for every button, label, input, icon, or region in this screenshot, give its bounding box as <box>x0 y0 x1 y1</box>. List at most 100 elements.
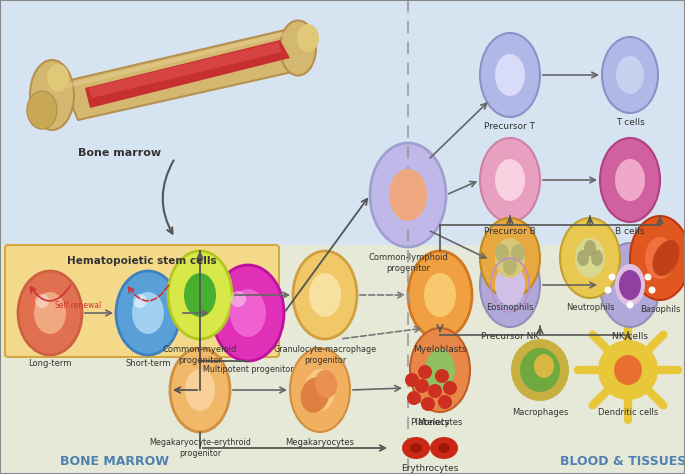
Circle shape <box>428 384 442 398</box>
Ellipse shape <box>645 237 675 279</box>
Ellipse shape <box>47 64 69 92</box>
Ellipse shape <box>410 328 470 412</box>
Ellipse shape <box>170 348 230 432</box>
Ellipse shape <box>424 273 456 317</box>
Ellipse shape <box>184 273 216 317</box>
Ellipse shape <box>168 251 232 339</box>
Ellipse shape <box>591 250 603 266</box>
Circle shape <box>421 397 435 411</box>
Ellipse shape <box>425 349 455 391</box>
Ellipse shape <box>495 238 525 278</box>
Polygon shape <box>65 32 285 88</box>
Ellipse shape <box>511 339 569 401</box>
Text: Eosinophils: Eosinophils <box>486 303 534 312</box>
Ellipse shape <box>34 292 66 334</box>
Ellipse shape <box>18 271 82 355</box>
Text: Megakaryocyte-erythroid
progenitor: Megakaryocyte-erythroid progenitor <box>149 438 251 458</box>
Ellipse shape <box>408 251 472 339</box>
Ellipse shape <box>598 340 658 400</box>
Circle shape <box>627 301 634 309</box>
Ellipse shape <box>577 250 589 266</box>
Text: Macrophages: Macrophages <box>512 408 568 417</box>
Circle shape <box>604 286 612 293</box>
Ellipse shape <box>511 244 525 262</box>
Text: Basophils: Basophils <box>640 305 680 314</box>
Text: Short-term: Short-term <box>125 359 171 368</box>
Ellipse shape <box>480 218 540 298</box>
Polygon shape <box>62 30 310 120</box>
Text: Monocytes: Monocytes <box>417 418 462 427</box>
Circle shape <box>608 273 616 281</box>
Ellipse shape <box>27 91 57 129</box>
Ellipse shape <box>495 244 509 262</box>
Text: Megakaryocytes: Megakaryocytes <box>286 438 355 447</box>
Circle shape <box>649 286 656 293</box>
Ellipse shape <box>495 159 525 201</box>
Ellipse shape <box>614 355 642 385</box>
Circle shape <box>645 273 651 281</box>
Ellipse shape <box>534 354 554 378</box>
Ellipse shape <box>480 138 540 222</box>
Text: Platelets: Platelets <box>410 418 449 427</box>
Ellipse shape <box>132 292 164 334</box>
Ellipse shape <box>438 443 450 453</box>
Polygon shape <box>85 40 290 108</box>
Ellipse shape <box>495 264 525 306</box>
Ellipse shape <box>615 159 645 201</box>
Text: Precursor NK: Precursor NK <box>481 332 539 341</box>
Ellipse shape <box>503 257 517 275</box>
Ellipse shape <box>35 294 49 308</box>
Ellipse shape <box>619 270 641 300</box>
Ellipse shape <box>584 240 596 256</box>
Circle shape <box>438 395 452 409</box>
Text: Multipotent progenitor: Multipotent progenitor <box>203 365 293 374</box>
Ellipse shape <box>402 437 430 459</box>
Text: Long-term: Long-term <box>28 359 72 368</box>
Ellipse shape <box>280 20 316 75</box>
Ellipse shape <box>600 243 660 327</box>
Text: NK cells: NK cells <box>612 332 648 341</box>
Ellipse shape <box>301 377 329 413</box>
Text: Common-myeloid
progenitor: Common-myeloid progenitor <box>163 345 237 365</box>
Circle shape <box>418 365 432 379</box>
Ellipse shape <box>290 348 350 432</box>
Circle shape <box>443 381 457 395</box>
Text: Self-renewal: Self-renewal <box>54 301 101 310</box>
Polygon shape <box>88 42 282 98</box>
Ellipse shape <box>309 273 341 317</box>
Ellipse shape <box>602 37 658 113</box>
Ellipse shape <box>430 437 458 459</box>
Ellipse shape <box>600 138 660 222</box>
Ellipse shape <box>305 369 335 411</box>
Circle shape <box>405 373 419 387</box>
Ellipse shape <box>297 24 319 52</box>
Ellipse shape <box>560 218 620 298</box>
Ellipse shape <box>616 56 644 94</box>
Text: Granulocyte-macrophage
progenitor: Granulocyte-macrophage progenitor <box>273 345 377 365</box>
Text: Precursor T: Precursor T <box>484 122 536 131</box>
Text: Precursor B: Precursor B <box>484 227 536 236</box>
Ellipse shape <box>230 289 266 337</box>
Ellipse shape <box>630 216 685 300</box>
Text: Bone marrow: Bone marrow <box>79 148 162 158</box>
Circle shape <box>435 369 449 383</box>
Ellipse shape <box>185 369 215 411</box>
Ellipse shape <box>133 294 147 308</box>
Ellipse shape <box>293 251 357 339</box>
Circle shape <box>407 391 421 405</box>
Ellipse shape <box>520 348 560 392</box>
Text: Myeloblasts: Myeloblasts <box>413 345 466 354</box>
Text: Erythrocytes: Erythrocytes <box>401 464 459 473</box>
Ellipse shape <box>410 443 422 453</box>
Circle shape <box>415 379 429 393</box>
Ellipse shape <box>370 143 446 247</box>
Text: BONE MARROW: BONE MARROW <box>60 455 169 468</box>
Ellipse shape <box>615 264 645 306</box>
Ellipse shape <box>389 169 427 221</box>
Text: BLOOD & TISSUES: BLOOD & TISSUES <box>560 455 685 468</box>
Ellipse shape <box>495 54 525 96</box>
Ellipse shape <box>116 271 180 355</box>
Text: Common-lymphoid
progenitor: Common-lymphoid progenitor <box>368 253 448 273</box>
Text: T cells: T cells <box>616 118 645 127</box>
Ellipse shape <box>315 370 337 398</box>
